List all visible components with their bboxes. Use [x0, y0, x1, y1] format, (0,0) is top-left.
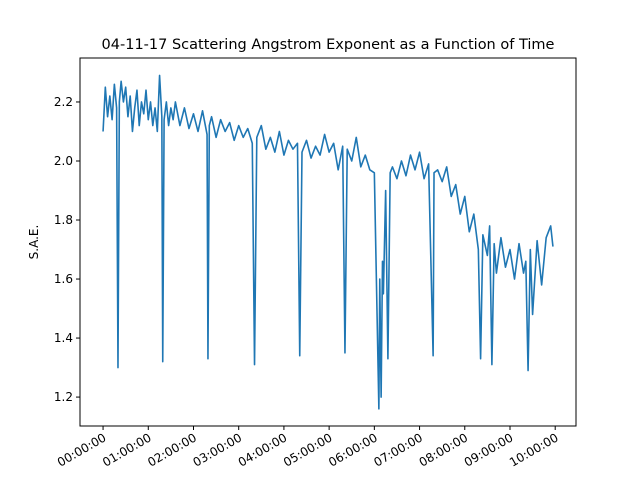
y-tick-label: 1.4	[54, 331, 73, 345]
y-tick-label: 1.6	[54, 272, 73, 286]
x-tick-label: 02:00:00	[145, 430, 199, 469]
x-tick-label: 04:00:00	[236, 430, 290, 469]
x-tick-label: 06:00:00	[326, 430, 380, 469]
y-tick-label: 2.0	[54, 154, 73, 168]
chart-title: 04-11-17 Scattering Angstrom Exponent as…	[102, 37, 555, 53]
y-tick-label: 1.8	[54, 213, 73, 227]
x-tick-label: 03:00:00	[191, 430, 245, 469]
data-line	[102, 74, 554, 410]
x-tick-label: 00:00:00	[55, 430, 109, 469]
x-tick-label: 01:00:00	[100, 430, 154, 469]
x-tick-label: 10:00:00	[507, 430, 561, 469]
y-axis-label: S.A.E.	[27, 225, 41, 260]
x-tick-label: 05:00:00	[281, 430, 335, 469]
x-tick-label: 09:00:00	[462, 430, 516, 469]
y-tick-label: 1.2	[54, 390, 73, 404]
x-tick-label: 07:00:00	[371, 430, 425, 469]
y-tick-label: 2.2	[54, 95, 73, 109]
plot-frame	[79, 57, 577, 427]
x-tick-label: 08:00:00	[417, 430, 471, 469]
